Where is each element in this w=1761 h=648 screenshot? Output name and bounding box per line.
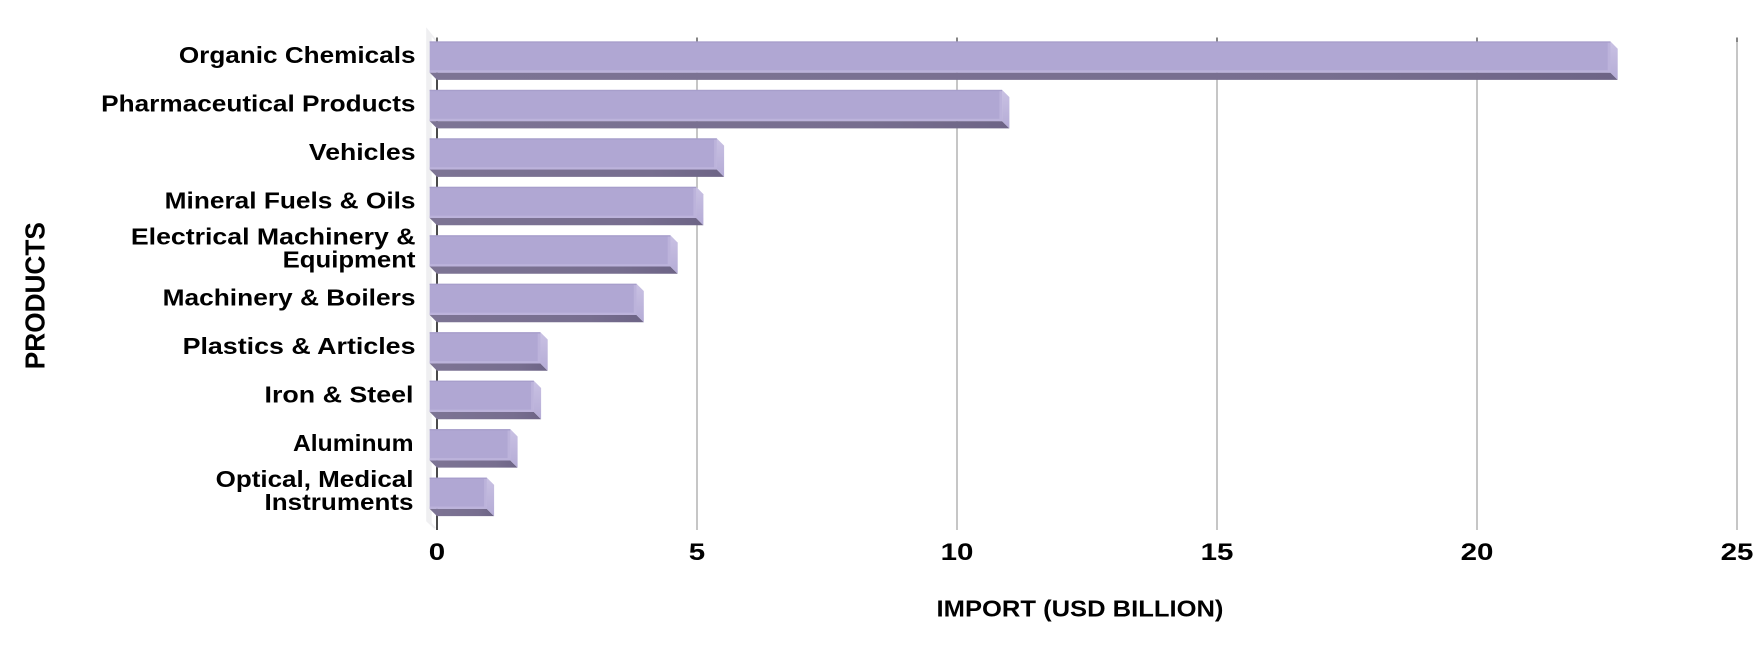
svg-text:Mineral Fuels & Oils: Mineral Fuels & Oils xyxy=(165,188,416,214)
svg-text:5: 5 xyxy=(689,539,705,566)
svg-text:Pharmaceutical Products: Pharmaceutical Products xyxy=(101,91,415,117)
svg-text:15: 15 xyxy=(1201,539,1234,566)
svg-text:Organic Chemicals: Organic Chemicals xyxy=(179,43,416,69)
svg-text:0: 0 xyxy=(429,539,445,566)
svg-text:10: 10 xyxy=(941,539,974,566)
svg-text:20: 20 xyxy=(1461,539,1494,566)
svg-text:Electrical Machinery &: Electrical Machinery & xyxy=(131,224,416,250)
svg-text:Optical, Medical: Optical, Medical xyxy=(216,467,414,493)
svg-text:Aluminum: Aluminum xyxy=(293,430,413,456)
svg-text:PRODUCTS: PRODUCTS xyxy=(20,222,51,369)
svg-text:Vehicles: Vehicles xyxy=(309,139,416,165)
svg-text:Plastics & Articles: Plastics & Articles xyxy=(183,333,416,359)
svg-text:IMPORT (USD BILLION): IMPORT (USD BILLION) xyxy=(937,597,1224,623)
svg-text:Equipment: Equipment xyxy=(283,247,416,273)
svg-text:25: 25 xyxy=(1721,539,1754,566)
svg-text:Iron & Steel: Iron & Steel xyxy=(265,382,414,408)
svg-text:Instruments: Instruments xyxy=(265,490,414,516)
svg-text:Machinery & Boilers: Machinery & Boilers xyxy=(163,285,416,311)
